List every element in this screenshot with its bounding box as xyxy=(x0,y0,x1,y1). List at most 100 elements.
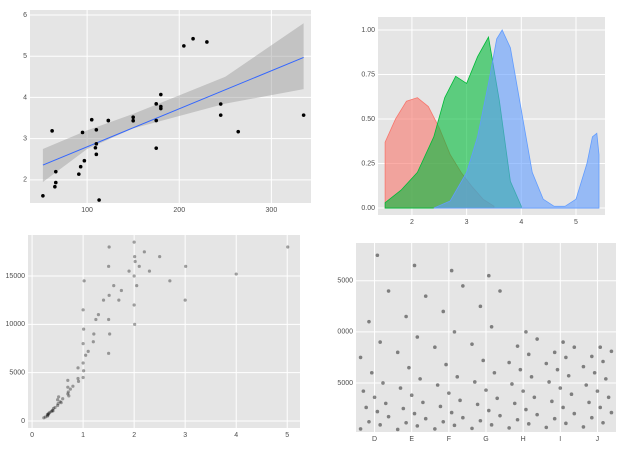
point xyxy=(375,409,380,414)
x-tick-label: 100 xyxy=(81,207,93,214)
point xyxy=(66,385,70,389)
point xyxy=(455,375,460,379)
point xyxy=(51,409,55,413)
x-tick-label: 4 xyxy=(519,219,523,226)
point xyxy=(286,245,290,249)
x-tick-label: 200 xyxy=(173,207,185,214)
y-tick-label: 5 xyxy=(23,53,27,60)
point xyxy=(518,367,523,372)
point xyxy=(94,152,99,157)
x-tick-label: E xyxy=(409,436,414,443)
point xyxy=(364,405,368,410)
point xyxy=(372,395,377,400)
point xyxy=(561,340,565,344)
point xyxy=(438,404,443,409)
point xyxy=(498,289,502,293)
point xyxy=(168,279,172,283)
point xyxy=(61,397,65,401)
point xyxy=(43,415,47,419)
point xyxy=(132,274,136,278)
x-tick-label: 3 xyxy=(465,219,469,226)
point xyxy=(107,264,111,268)
point xyxy=(421,400,425,405)
point xyxy=(108,332,112,336)
point xyxy=(184,264,188,268)
point xyxy=(367,419,371,424)
point xyxy=(82,279,86,283)
x-tick-label: F xyxy=(447,436,451,443)
y-tick-label: 2 xyxy=(23,177,27,184)
y-tick-label: 3 xyxy=(23,136,27,143)
point xyxy=(423,294,428,298)
point xyxy=(132,303,136,307)
point xyxy=(96,313,101,317)
point xyxy=(51,406,56,411)
point xyxy=(191,36,195,41)
point xyxy=(581,425,586,429)
point xyxy=(461,284,465,288)
point xyxy=(495,396,500,401)
x-tick-label: J xyxy=(596,436,600,443)
x-tick-label: 1 xyxy=(81,432,85,439)
y-tick-label: 0 xyxy=(21,418,25,425)
point xyxy=(535,337,539,341)
point xyxy=(71,384,75,388)
point xyxy=(86,349,90,353)
point xyxy=(524,330,528,334)
point xyxy=(56,401,60,406)
y-tick-label: 10000 xyxy=(6,321,26,328)
point xyxy=(524,407,528,412)
point xyxy=(367,319,371,324)
point xyxy=(218,102,223,106)
y-tick-label: 6 xyxy=(23,12,27,19)
point xyxy=(159,92,163,97)
point xyxy=(107,351,111,355)
point xyxy=(407,365,411,370)
x-tick-label: 5 xyxy=(574,219,578,226)
point xyxy=(433,345,437,350)
point xyxy=(154,118,159,123)
point xyxy=(93,145,98,150)
point xyxy=(154,102,159,106)
point xyxy=(544,361,549,366)
point xyxy=(77,172,81,176)
point xyxy=(45,414,49,418)
point xyxy=(444,362,448,367)
x-tick-label: H xyxy=(521,436,526,443)
point xyxy=(418,377,422,381)
point xyxy=(470,342,474,346)
point xyxy=(82,158,87,163)
point xyxy=(147,269,152,273)
point xyxy=(458,398,462,403)
point xyxy=(598,345,603,350)
y-tick-label: 4 xyxy=(23,94,27,101)
point xyxy=(507,360,511,365)
point xyxy=(526,352,531,357)
point xyxy=(441,309,446,314)
point xyxy=(358,355,363,360)
point xyxy=(515,417,520,422)
point xyxy=(57,395,61,399)
x-tick-label: D xyxy=(372,436,377,443)
point xyxy=(117,298,121,302)
point xyxy=(41,193,45,198)
y-tick-label: 5000 xyxy=(337,380,353,387)
y-tick-label: 5000 xyxy=(9,370,25,377)
point xyxy=(510,382,514,386)
point xyxy=(91,340,95,344)
point xyxy=(398,386,403,390)
point xyxy=(592,370,597,375)
point xyxy=(383,401,388,406)
point xyxy=(529,375,534,379)
point xyxy=(234,272,238,276)
y-tick-label: 0.50 xyxy=(361,116,375,123)
point xyxy=(94,128,99,132)
point xyxy=(133,255,137,259)
point xyxy=(535,412,539,417)
point xyxy=(564,421,568,426)
y-tick-label: 0000 xyxy=(337,329,353,336)
point xyxy=(584,383,589,387)
point xyxy=(159,104,163,109)
panel-background xyxy=(30,10,311,203)
